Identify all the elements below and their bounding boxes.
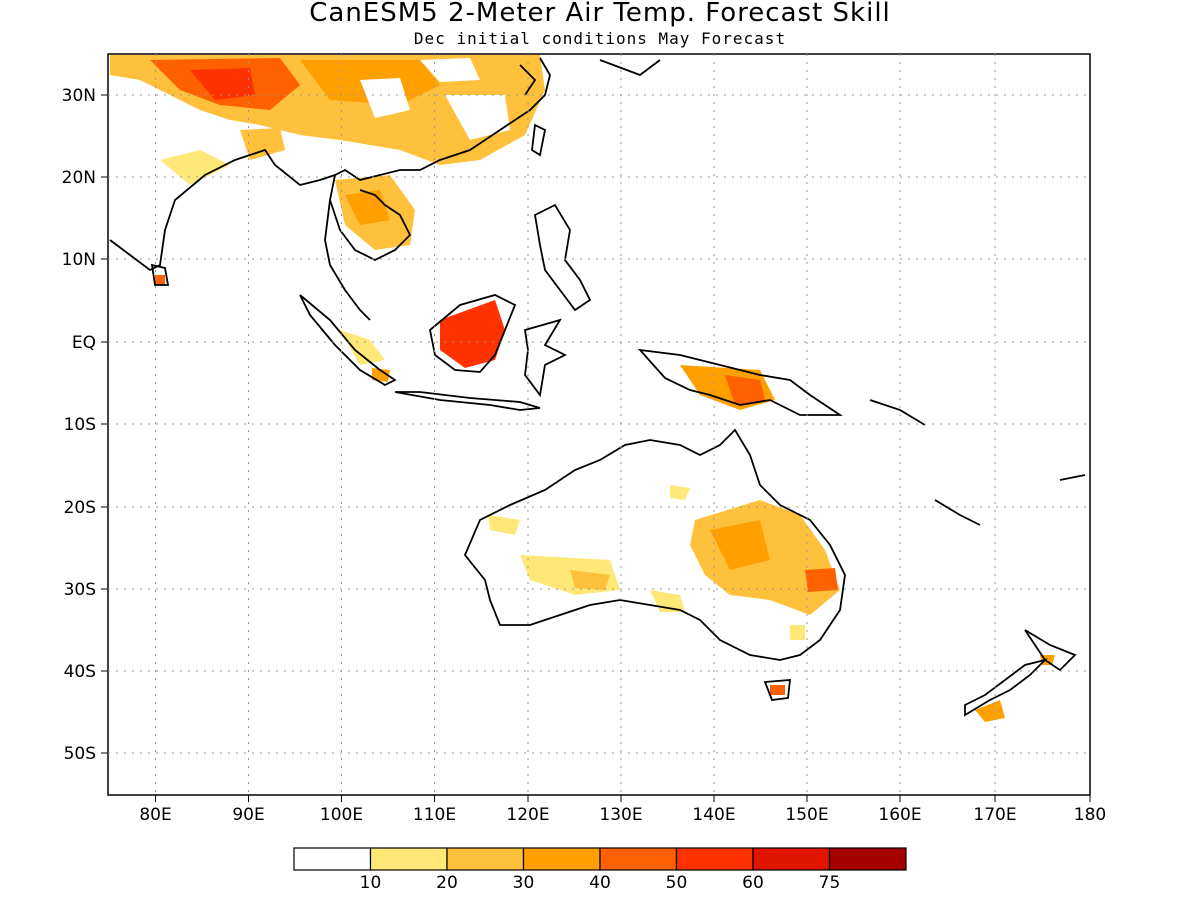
lon-tick-label: 140E bbox=[692, 805, 735, 825]
skill-shading bbox=[110, 55, 1055, 722]
map-title: CanESM5 2-Meter Air Temp. Forecast Skill bbox=[309, 0, 891, 28]
graticule bbox=[108, 54, 1090, 795]
lon-tick-labels: 80E 90E 100E 110E 120E 130E 140E 150E 16… bbox=[139, 805, 1106, 825]
lat-tick-label: EQ bbox=[72, 333, 96, 353]
lon-tick-label: 160E bbox=[878, 805, 921, 825]
lat-tick-label: 40S bbox=[64, 662, 96, 682]
colorbar-label: 50 bbox=[666, 873, 688, 893]
colorbar bbox=[293, 847, 907, 871]
lat-tick-label: 30S bbox=[64, 580, 96, 600]
colorbar-label: 60 bbox=[742, 873, 764, 893]
colorbar-swatch bbox=[293, 847, 372, 871]
lon-tick-label: 80E bbox=[139, 805, 171, 825]
tick-marks bbox=[101, 94, 1091, 802]
colorbar-swatch bbox=[369, 847, 448, 871]
lat-tick-label: 30N bbox=[62, 86, 96, 106]
lon-tick-label: 110E bbox=[413, 805, 456, 825]
colorbar-label: 30 bbox=[513, 873, 535, 893]
lon-tick-label: 130E bbox=[599, 805, 642, 825]
colorbar-swatch bbox=[522, 847, 601, 871]
lat-tick-label: 20S bbox=[64, 498, 96, 518]
lon-tick-label: 100E bbox=[320, 805, 363, 825]
lon-tick-label: 170E bbox=[973, 805, 1016, 825]
lon-tick-label: 180 bbox=[1074, 805, 1106, 825]
colorbar-label: 20 bbox=[436, 873, 458, 893]
map-subtitle: Dec initial conditions May Forecast bbox=[413, 29, 787, 48]
lat-tick-label: 50S bbox=[64, 744, 96, 764]
lon-tick-label: 150E bbox=[785, 805, 828, 825]
lon-tick-label: 90E bbox=[232, 805, 264, 825]
lat-tick-label: 10N bbox=[62, 250, 96, 270]
map-frame bbox=[107, 53, 1091, 796]
lon-tick-label: 120E bbox=[506, 805, 549, 825]
coastlines bbox=[109, 57, 1086, 717]
colorbar-swatch bbox=[752, 847, 831, 871]
colorbar-label: 75 bbox=[819, 873, 841, 893]
colorbar-labels: 10 20 30 40 50 60 75 bbox=[360, 873, 841, 893]
colorbar-swatch bbox=[599, 847, 678, 871]
colorbar-label: 10 bbox=[360, 873, 382, 893]
colorbar-swatch bbox=[446, 847, 525, 871]
lat-tick-label: 10S bbox=[64, 415, 96, 435]
lat-tick-labels: 30N 20N 10N EQ 10S 20S 30S 40S 50S bbox=[62, 86, 96, 764]
colorbar-label: 40 bbox=[589, 873, 611, 893]
lat-tick-label: 20N bbox=[62, 168, 96, 188]
colorbar-swatch bbox=[675, 847, 754, 871]
colorbar-swatch bbox=[828, 847, 907, 871]
